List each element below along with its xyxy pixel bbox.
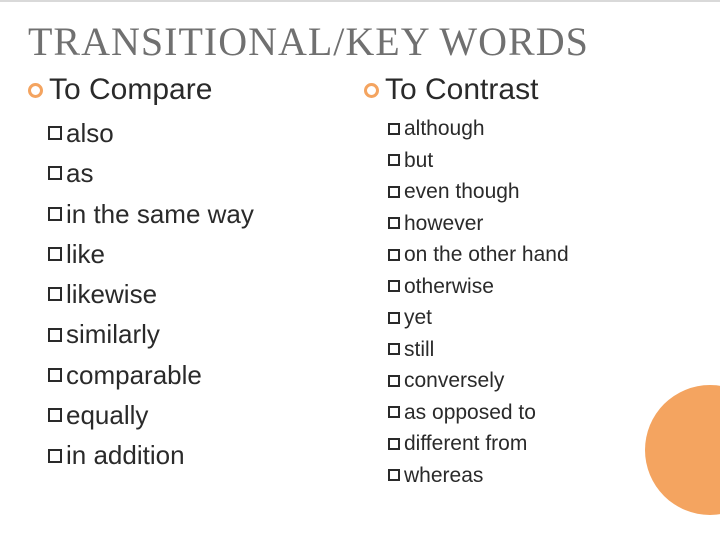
list-item: like [48,234,364,274]
page-title: TRANSITIONAL/KEY WORDS [0,0,720,65]
item-text: equally [66,395,148,435]
list-item: conversely [388,365,700,397]
list-item: in the same way [48,194,364,234]
item-text: as [66,153,93,193]
list-item: equally [48,395,364,435]
square-bullet-icon [388,375,400,387]
square-bullet-icon [48,328,62,342]
square-bullet-icon [48,207,62,221]
item-text: as opposed to [404,397,536,429]
square-bullet-icon [48,449,62,463]
right-heading: To Contrast [364,73,700,107]
square-bullet-icon [48,408,62,422]
item-text: conversely [404,365,504,397]
square-bullet-icon [388,217,400,229]
item-text: even though [404,176,520,208]
list-item: in addition [48,435,364,475]
square-bullet-icon [388,469,400,481]
item-text: likewise [66,274,157,314]
left-list: also as in the same way like likewise si… [28,113,364,476]
list-item: but [388,145,700,177]
item-text: yet [404,302,432,334]
list-item: even though [388,176,700,208]
item-text: but [404,145,433,177]
list-item: also [48,113,364,153]
square-bullet-icon [388,186,400,198]
item-text: in addition [66,435,185,475]
left-column: To Compare also as in the same way like … [28,73,364,491]
columns-container: To Compare also as in the same way like … [0,65,720,491]
list-item: similarly [48,314,364,354]
list-item: likewise [48,274,364,314]
item-text: also [66,113,114,153]
item-text: different from [404,428,527,460]
bullet-ring-icon [28,83,43,98]
item-text: in the same way [66,194,254,234]
list-item: although [388,113,700,145]
square-bullet-icon [388,154,400,166]
square-bullet-icon [48,287,62,301]
item-text: similarly [66,314,160,354]
square-bullet-icon [48,368,62,382]
list-item: as [48,153,364,193]
item-text: comparable [66,355,202,395]
square-bullet-icon [48,126,62,140]
left-heading: To Compare [28,73,364,107]
square-bullet-icon [48,247,62,261]
item-text: whereas [404,460,483,492]
square-bullet-icon [388,280,400,292]
list-item: on the other hand [388,239,700,271]
list-item: comparable [48,355,364,395]
square-bullet-icon [388,406,400,418]
item-text: on the other hand [404,239,569,271]
square-bullet-icon [388,312,400,324]
item-text: like [66,234,105,274]
item-text: however [404,208,483,240]
list-item: however [388,208,700,240]
top-border-line [0,0,720,2]
left-heading-text: To Compare [49,73,212,107]
square-bullet-icon [388,343,400,355]
list-item: yet [388,302,700,334]
square-bullet-icon [388,123,400,135]
item-text: although [404,113,485,145]
square-bullet-icon [388,249,400,261]
list-item: otherwise [388,271,700,303]
square-bullet-icon [388,438,400,450]
square-bullet-icon [48,166,62,180]
list-item: still [388,334,700,366]
right-heading-text: To Contrast [385,73,538,107]
item-text: otherwise [404,271,494,303]
item-text: still [404,334,434,366]
bullet-ring-icon [364,83,379,98]
